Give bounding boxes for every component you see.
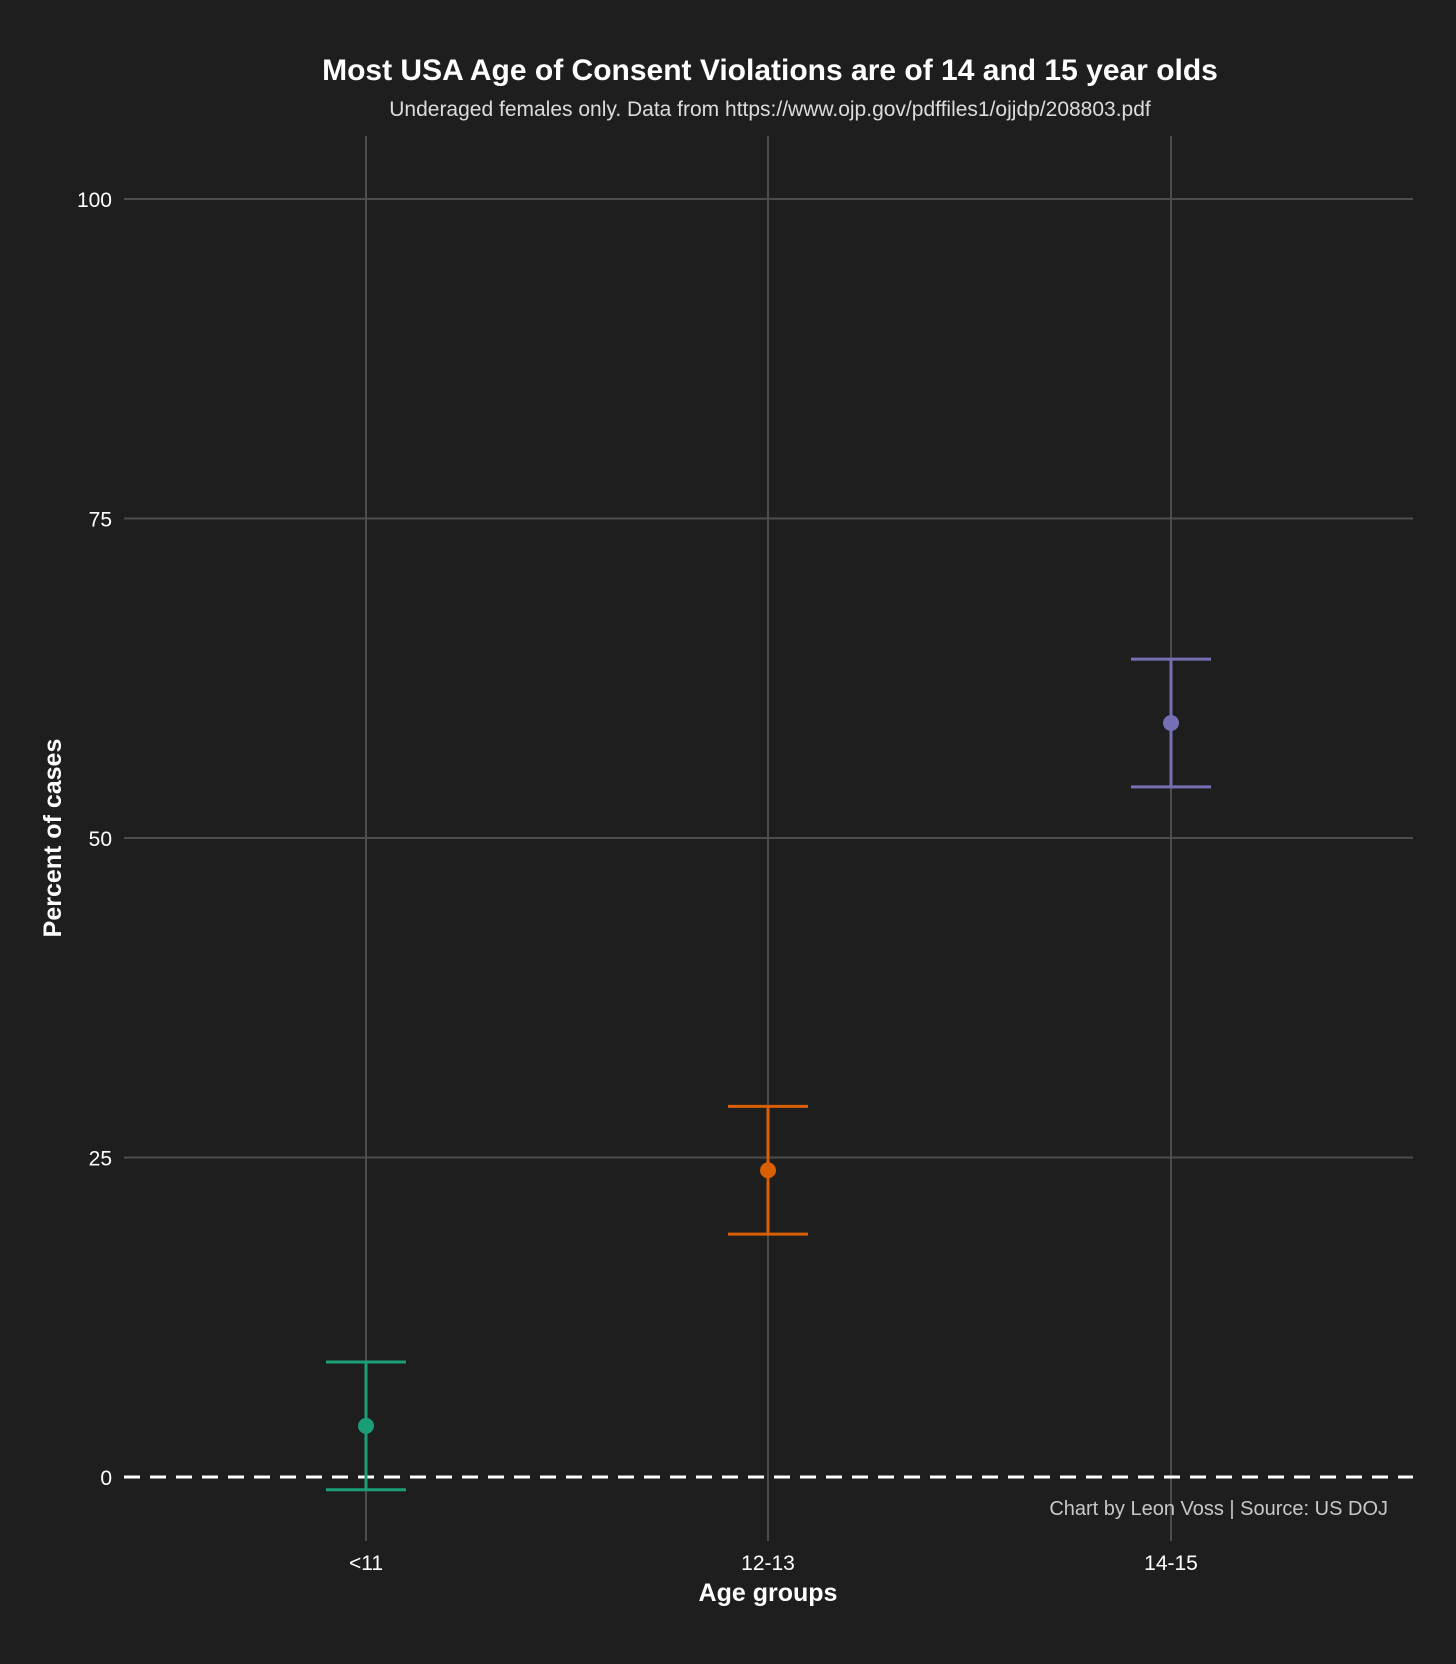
y-tick-labels: 0 25 50 75 100 [77, 189, 112, 1490]
y-tick-label-50: 50 [89, 828, 112, 851]
data-marks [326, 657, 1211, 1492]
x-axis-label: Age groups [699, 1579, 838, 1607]
grid-layer [124, 136, 1413, 1541]
data-point-1 [760, 1162, 776, 1179]
data-point-0 [358, 1417, 374, 1434]
y-tick-label-75: 75 [89, 509, 112, 532]
chart-title: Most USA Age of Consent Violations are o… [322, 54, 1218, 87]
y-tick-label-25: 25 [89, 1148, 112, 1171]
y-tick-label-0: 0 [100, 1467, 112, 1490]
y-axis-label: Percent of cases [39, 739, 67, 938]
x-tick-label-2: 14-15 [1144, 1552, 1198, 1575]
chart-caption: Chart by Leon Voss | Source: US DOJ [1049, 1498, 1388, 1520]
x-tick-label-0: <11 [349, 1552, 383, 1575]
y-tick-label-100: 100 [77, 189, 112, 212]
chart-subtitle: Underaged females only. Data from https:… [389, 98, 1151, 121]
data-point-2 [1163, 714, 1179, 731]
x-tick-label-1: 12-13 [741, 1552, 795, 1575]
x-tick-labels: <11 12-13 14-15 [349, 1552, 1198, 1575]
